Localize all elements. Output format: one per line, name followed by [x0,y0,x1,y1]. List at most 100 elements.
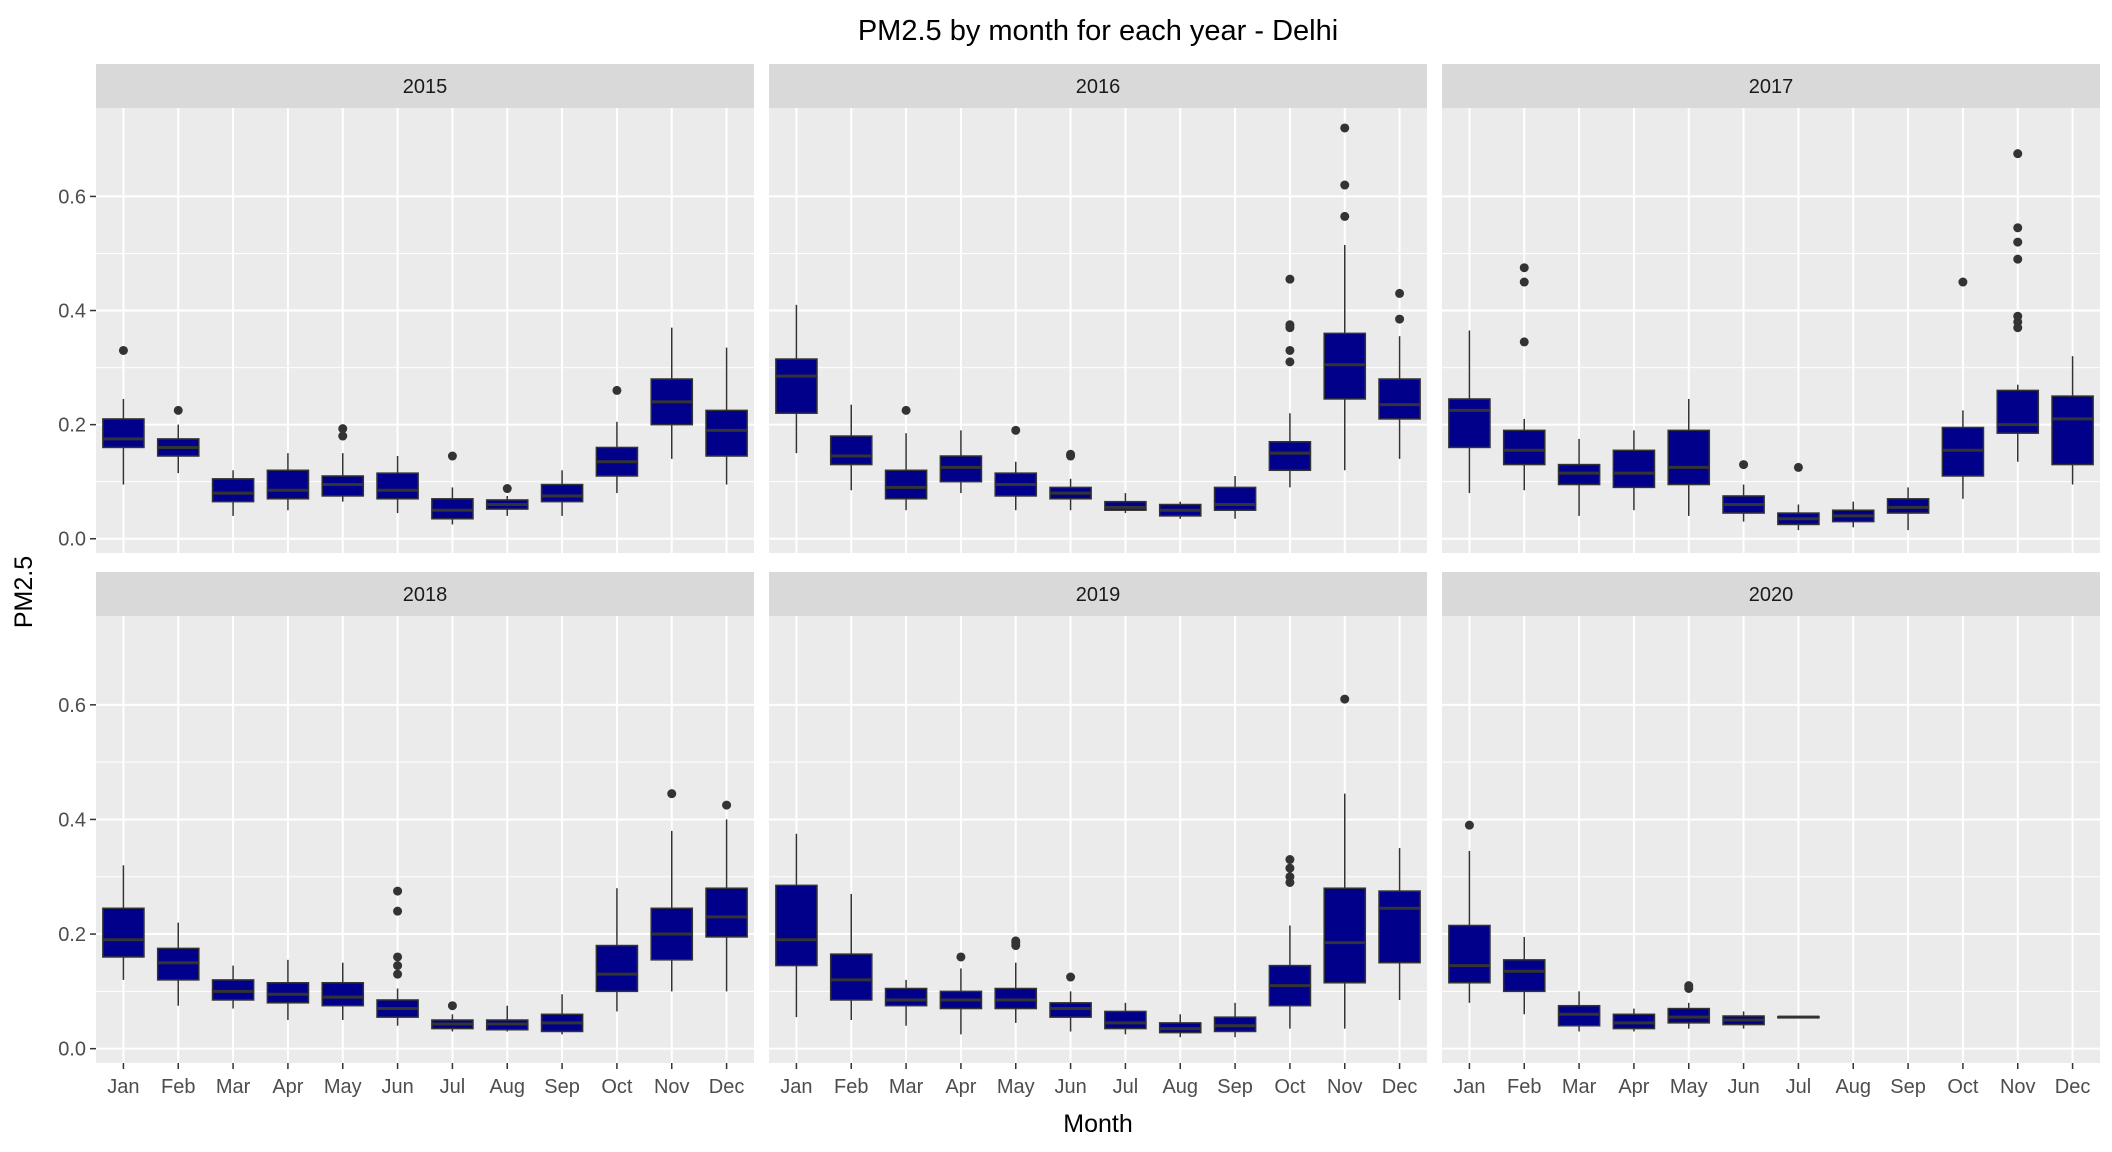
boxplot-2016-jan [775,304,818,454]
x-tick-label: Nov [1327,1076,1363,1098]
boxplot-2016-jul [1104,493,1147,514]
y-tick-label: 0.0 [58,1039,86,1061]
box-iqr [1996,389,2040,434]
boxplot-2019-may [994,936,1038,1023]
boxplot-2015-nov [650,327,694,459]
outlier-point [1066,972,1076,982]
boxplot-2016-apr [939,430,983,494]
outlier-point [1395,288,1405,298]
outlier-point [667,789,677,799]
box-iqr [321,982,365,1007]
outlier-point [1684,981,1694,991]
x-tick-label: Feb [161,1076,195,1098]
y-tick-label: 0.0 [58,529,86,551]
outlier-point [1285,345,1295,355]
outlier-point [1011,936,1021,946]
outlier-point [393,952,403,962]
facet-panel-2017: 2017 [1442,64,2100,553]
x-tick-label: Apr [1618,1076,1649,1098]
boxplot-2018-jun [376,886,419,1026]
box-iqr [829,435,873,466]
facet-strip-label: 2020 [1749,584,1794,606]
boxplot-2017-sep [1886,487,1930,531]
panel-background [1442,108,2100,553]
facet-strip [96,64,754,108]
facet-panel-2015: 2015 0.0 0.2 0.4 0.6 [58,64,754,553]
x-tick-label: Mar [216,1076,251,1098]
boxplot-2018-oct [595,888,639,1012]
box-iqr [1667,429,1711,486]
box-iqr [1104,1010,1147,1030]
outlier-point [393,886,403,896]
x-tick-label: Sep [1890,1076,1926,1098]
outlier-point [1066,449,1076,459]
boxplot-2018-mar [211,965,255,1009]
y-tick-label: 0.2 [58,924,86,946]
boxplot-2015-feb [156,405,200,474]
boxplot-2020-jul [1777,1015,1820,1019]
y-tick-label: 0.4 [58,301,86,323]
x-tick-label: Jan [780,1076,812,1098]
x-tick-label: Sep [544,1076,580,1098]
box-iqr [102,418,145,449]
boxplot-2020-mar [1557,991,1601,1032]
boxplot-2016-aug [1158,501,1202,519]
boxplot-2017-apr [1612,430,1656,511]
boxplot-2015-apr [266,453,310,511]
boxplot-2016-oct [1268,274,1312,488]
y-axis-title: PM2.5 [10,556,38,628]
outlier-point [1739,460,1749,470]
boxplot-2018-feb [156,922,200,1006]
box-iqr [775,358,818,414]
x-tick-label: Feb [834,1076,868,1098]
x-tick-label: Dec [709,1076,745,1098]
box-iqr [211,478,255,503]
box-iqr [595,944,639,993]
x-tick-label: Dec [1382,1076,1418,1098]
x-tick-label: Oct [601,1076,633,1098]
outlier-point [447,1001,457,1011]
box-iqr [1323,887,1367,984]
outlier-point [393,969,403,979]
box-iqr [1378,890,1421,964]
boxplot-2015-mar [211,470,255,516]
boxplot-2018-dec [705,800,748,992]
outlier-point [1011,425,1021,435]
outlier-point [2013,223,2023,233]
x-tick-label: May [324,1076,362,1098]
facet-panels: 2015 0.0 0.2 0.4 0.6 2016 2017 2018 0.0 0.2 0.4 0.6… [58,64,2100,1098]
boxplot-2018-may [321,962,365,1021]
x-tick-label: Aug [489,1076,525,1098]
facet-strip [96,572,754,616]
outlier-point [1464,820,1474,830]
outlier-point [1340,211,1350,221]
box-iqr [1448,398,1491,449]
boxplot-2017-dec [2051,356,2094,485]
outlier-point [447,451,457,461]
x-tick-label: Nov [654,1076,690,1098]
boxplot-2019-oct [1268,855,1312,1029]
panel-background [769,108,1427,553]
x-tick-label: Jan [107,1076,139,1098]
box-iqr [2051,395,2094,466]
boxplot-2019-jan [775,833,818,1018]
boxplot-2020-jun [1722,1011,1765,1029]
box-iqr [884,987,928,1007]
boxplot-2016-jun [1049,449,1092,511]
chart-title: PM2.5 by month for each year - Delhi [858,15,1338,47]
boxplot-2016-feb [829,404,873,491]
boxplot-2018-jul [431,1001,474,1032]
boxplot-2018-apr [266,959,310,1021]
box-iqr [1213,486,1257,511]
x-axis-title: Month [1063,1110,1132,1138]
boxplot-2020-jan [1448,820,1491,1003]
facet-panel-2016: 2016 [769,64,1427,553]
facet-panel-2018: 2018 0.0 0.2 0.4 0.6 Jan Feb Mar Apr May Jun Jul Aug… [58,572,754,1098]
outlier-point [2013,149,2023,159]
outlier-point [393,961,403,971]
boxplot-2019-dec [1378,848,1421,1000]
boxplot-2017-jul [1777,462,1820,531]
boxplot-2018-sep [540,994,584,1035]
outlier-point [118,345,128,355]
outlier-point [1958,277,1968,287]
